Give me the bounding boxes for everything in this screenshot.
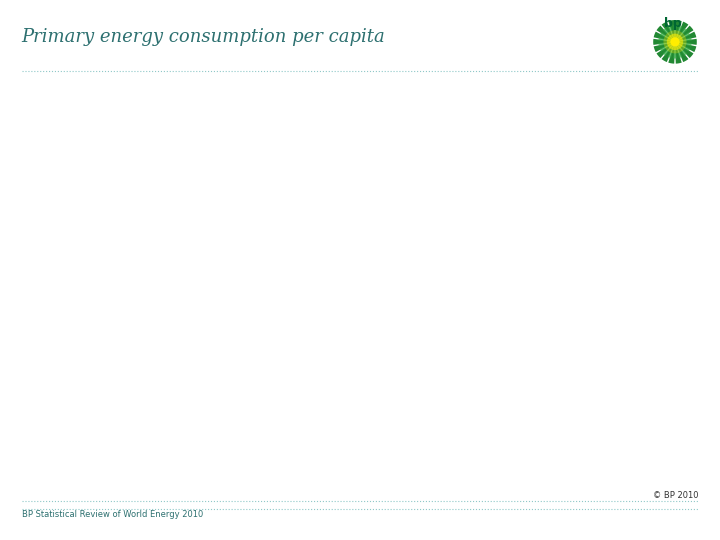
Text: BP Statistical Review of World Energy 2010: BP Statistical Review of World Energy 20… [22, 510, 203, 519]
Wedge shape [663, 42, 675, 56]
Text: Primary energy consumption per capita: Primary energy consumption per capita [22, 28, 385, 46]
Wedge shape [658, 37, 675, 42]
Wedge shape [673, 25, 677, 42]
Wedge shape [660, 42, 675, 52]
Wedge shape [675, 42, 693, 58]
Wedge shape [675, 32, 696, 42]
Wedge shape [662, 22, 675, 42]
Wedge shape [667, 42, 675, 58]
Wedge shape [675, 32, 690, 42]
Circle shape [670, 37, 680, 46]
Wedge shape [657, 42, 675, 58]
Wedge shape [667, 26, 675, 42]
Wedge shape [668, 20, 675, 42]
Wedge shape [675, 20, 682, 42]
Wedge shape [675, 42, 688, 62]
Circle shape [663, 30, 687, 53]
Wedge shape [675, 25, 693, 42]
Wedge shape [675, 42, 696, 52]
Wedge shape [675, 42, 690, 52]
Wedge shape [675, 42, 692, 46]
Wedge shape [675, 42, 687, 56]
Wedge shape [675, 39, 697, 45]
Wedge shape [663, 28, 675, 42]
Wedge shape [675, 28, 687, 42]
Wedge shape [668, 42, 675, 64]
Wedge shape [657, 25, 675, 42]
Wedge shape [654, 32, 675, 42]
Text: © BP 2010: © BP 2010 [653, 490, 698, 500]
Wedge shape [675, 26, 683, 42]
Wedge shape [653, 39, 675, 45]
Wedge shape [658, 42, 675, 46]
Text: bp: bp [665, 17, 682, 30]
Wedge shape [675, 37, 692, 42]
Wedge shape [675, 22, 688, 42]
Wedge shape [654, 42, 675, 52]
Wedge shape [673, 42, 677, 58]
Wedge shape [675, 42, 683, 58]
Wedge shape [662, 42, 675, 62]
Circle shape [667, 33, 683, 50]
Wedge shape [660, 32, 675, 42]
Wedge shape [675, 42, 682, 64]
